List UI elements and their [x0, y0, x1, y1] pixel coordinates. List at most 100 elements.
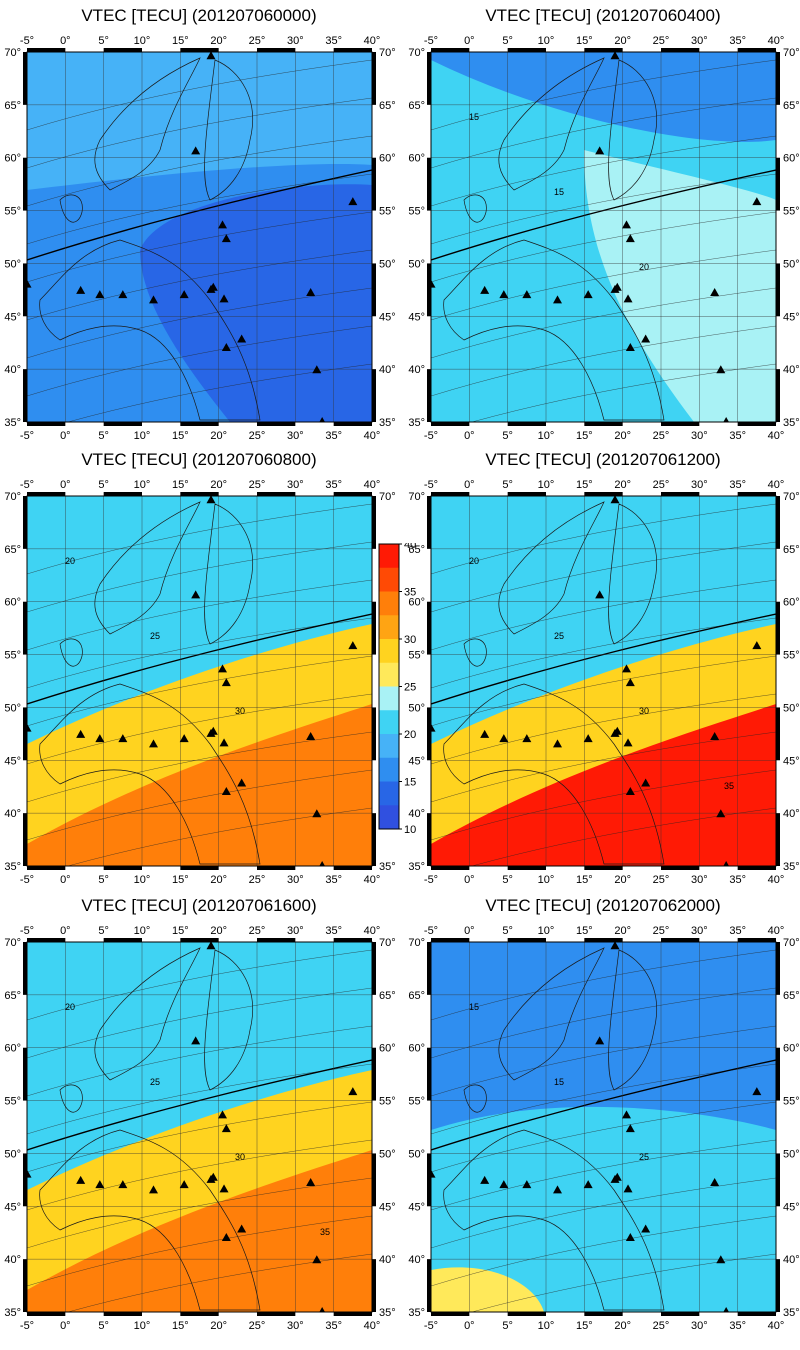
lon-tick-label: 30° — [287, 35, 304, 47]
lat-tick-label: 65° — [379, 990, 396, 1002]
lon-tick-label: 0° — [60, 35, 71, 47]
gnss-station-marker — [348, 1087, 358, 1096]
lon-tick-label: 40° — [364, 430, 381, 442]
lon-tick-label: 0° — [464, 479, 475, 491]
vtec-contour — [431, 287, 776, 359]
gnss-station-marker — [179, 734, 189, 743]
vtec-contour — [431, 59, 776, 131]
frame-bar — [427, 52, 431, 105]
map-panel-3: VTEC [TECU] (201207060800) -5° -5° 0° 0° 5° 5°… — [0, 444, 400, 893]
frame-bar — [431, 422, 470, 426]
lon-tick-label: 15° — [576, 925, 593, 937]
gnss-station-marker — [625, 678, 635, 687]
lat-tick-label: 65° — [783, 544, 800, 556]
frame-bar — [372, 707, 376, 761]
frame-bar — [23, 52, 27, 105]
gnss-station-marker — [221, 678, 231, 687]
coastline — [39, 501, 261, 865]
vtec-map: -5° -5° 0° 0° 5° 5° 10° 10° 15° 15° 20° 20° 25° 25° 30… — [408, 925, 800, 1332]
gnss-station-marker — [221, 343, 231, 351]
lat-tick-label: 55° — [408, 650, 425, 662]
frame-bar — [776, 496, 780, 549]
lat-tick-label: 65° — [4, 100, 21, 112]
lon-tick-label: 10° — [134, 479, 151, 491]
gnss-station-marker — [221, 1124, 231, 1133]
lat-tick-label: 40° — [408, 1254, 425, 1266]
vtec-band-mid — [431, 1106, 776, 1312]
lat-tick-label: 70° — [379, 47, 396, 59]
lat-tick-label: 50° — [783, 258, 800, 270]
lon-tick-label: 0° — [464, 430, 475, 442]
frame-bar — [776, 157, 780, 211]
gnss-station-marker — [480, 729, 490, 738]
frame-bar — [372, 942, 376, 995]
lat-tick-label: 60° — [783, 597, 800, 609]
lat-tick-label: 70° — [783, 937, 800, 949]
lon-tick-label: 20° — [210, 1320, 227, 1332]
lon-tick-label: 30° — [287, 874, 304, 886]
frame-bar — [180, 866, 219, 870]
lon-tick-label: 10° — [134, 35, 151, 47]
lon-tick-label: 40° — [768, 1320, 785, 1332]
vtec-contour — [431, 503, 776, 575]
lat-tick-label: 40° — [408, 808, 425, 820]
lon-tick-label: 35° — [325, 430, 342, 442]
frame-bar — [372, 601, 376, 655]
frame-bar — [23, 1047, 27, 1101]
frame-bar — [23, 601, 27, 655]
gnss-station-marker — [191, 1036, 201, 1045]
lon-tick-label: 40° — [768, 430, 785, 442]
frame-bar — [507, 866, 546, 870]
frame-bar — [23, 496, 27, 549]
frame-bar — [776, 813, 780, 866]
gnss-station-marker — [76, 1175, 86, 1184]
lon-tick-label: 15° — [172, 874, 189, 886]
vtec-band-high — [140, 184, 372, 422]
vtec-contour — [27, 211, 372, 283]
lon-tick-label: 40° — [768, 35, 785, 47]
gnss-station-marker — [710, 288, 720, 297]
frame-bar — [257, 938, 296, 942]
gnss-station-marker — [206, 942, 216, 950]
lat-tick-label: 40° — [408, 364, 425, 376]
gnss-station-marker — [149, 295, 158, 304]
lon-tick-label: 20° — [614, 925, 631, 937]
gnss-station-marker — [348, 197, 358, 206]
gnss-station-marker — [612, 726, 622, 735]
lat-tick-label: 35° — [408, 1307, 425, 1319]
gnss-station-marker — [118, 1180, 128, 1189]
lat-tick-label: 65° — [408, 544, 425, 556]
lat-tick-label: 35° — [4, 861, 21, 873]
lon-tick-label: 25° — [653, 874, 670, 886]
gnss-station-marker — [219, 294, 229, 303]
lon-tick-label: 10° — [134, 1320, 151, 1332]
frame-bar — [776, 942, 780, 995]
gnss-station-marker — [306, 288, 316, 297]
lat-tick-label: 35° — [783, 417, 800, 429]
vtec-contour — [27, 693, 372, 765]
gnss-station-marker — [480, 1175, 490, 1184]
vtec-contour — [67, 363, 372, 422]
coastline — [39, 57, 261, 421]
lat-tick-label: 60° — [408, 597, 425, 609]
gnss-station-marker — [625, 787, 635, 795]
frame-bar — [776, 52, 780, 105]
frame-bar — [27, 1312, 66, 1316]
lat-tick-label: 45° — [379, 311, 396, 323]
gnss-station-marker — [610, 942, 620, 950]
vtec-contour — [27, 1139, 372, 1211]
frame-bar — [737, 866, 776, 870]
lat-tick-label: 65° — [783, 100, 800, 112]
gnss-station-marker — [221, 1233, 231, 1241]
gnss-station-marker — [191, 590, 201, 599]
lon-tick-label: 40° — [364, 1320, 381, 1332]
gnss-station-marker — [723, 861, 729, 866]
lat-tick-label: 50° — [379, 1148, 396, 1160]
lat-tick-label: 60° — [408, 153, 425, 165]
frame-bar — [661, 866, 700, 870]
vtec-map: -5° -5° 0° 0° 5° 5° 10° 10° 15° 15° 20° 20° 25° 25° 30… — [4, 925, 396, 1332]
lat-tick-label: 55° — [783, 206, 800, 218]
frame-bar — [507, 492, 546, 496]
frame-bar — [103, 938, 142, 942]
gnss-station-marker — [179, 290, 189, 299]
